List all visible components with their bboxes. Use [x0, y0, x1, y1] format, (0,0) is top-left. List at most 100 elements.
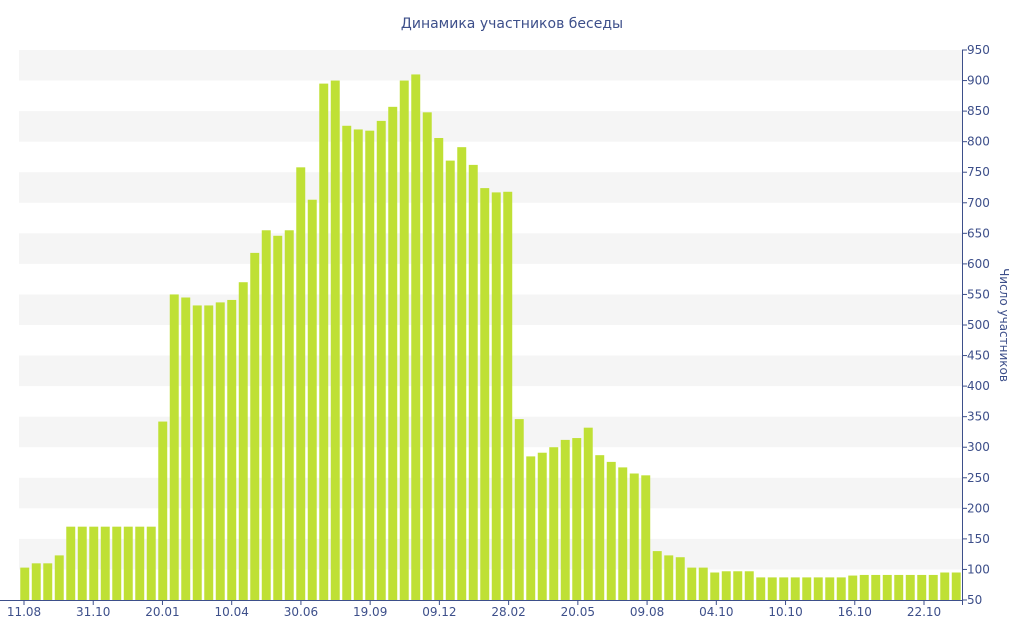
bar — [710, 572, 720, 600]
bar — [365, 130, 375, 601]
bar — [779, 577, 789, 600]
bar — [928, 574, 938, 600]
bar — [434, 138, 444, 600]
x-tick-label: 28.02 — [491, 605, 525, 619]
bar — [641, 475, 651, 600]
y-tick-label: 250 — [967, 471, 990, 485]
x-tick-label: 19.09 — [353, 605, 387, 619]
bar — [802, 577, 812, 600]
y-tick-label: 950 — [967, 43, 990, 57]
bar — [825, 577, 835, 600]
bar — [296, 167, 306, 600]
bar — [664, 555, 674, 600]
bar — [503, 191, 513, 600]
bar — [790, 577, 800, 600]
x-tick-label: 16.10 — [838, 605, 872, 619]
bar — [848, 575, 858, 600]
y-tick-label: 100 — [967, 562, 990, 576]
y-tick-label: 900 — [967, 74, 990, 88]
bar — [583, 427, 593, 600]
bar — [20, 567, 30, 600]
bars — [20, 74, 961, 601]
grid-band — [19, 172, 962, 203]
bar — [66, 526, 76, 600]
bar — [882, 574, 892, 600]
x-tick-label: 09.08 — [630, 605, 664, 619]
bar — [514, 419, 524, 600]
y-tick-label: 650 — [967, 226, 990, 240]
grid-band — [19, 111, 962, 142]
bar — [307, 199, 317, 600]
bar — [905, 574, 915, 600]
bar — [192, 305, 202, 600]
bar — [215, 302, 225, 600]
bar — [756, 577, 766, 600]
x-tick-label: 10.10 — [768, 605, 802, 619]
bar — [572, 438, 582, 600]
bar — [721, 571, 731, 600]
bar — [204, 305, 214, 600]
y-tick-label: 150 — [967, 532, 990, 546]
bar — [284, 230, 294, 600]
y-tick-label: 300 — [967, 440, 990, 454]
bar — [376, 120, 386, 600]
bar — [675, 557, 685, 600]
bar — [261, 230, 271, 600]
bar — [652, 551, 662, 600]
bar — [560, 439, 570, 600]
bar — [146, 526, 156, 600]
bar — [537, 452, 547, 600]
bar — [31, 563, 41, 600]
y-tick-label: 750 — [967, 165, 990, 179]
x-tick-label: 10.04 — [215, 605, 249, 619]
bar — [468, 164, 478, 600]
bar — [618, 467, 628, 600]
bar — [422, 112, 432, 600]
y-tick-label: 700 — [967, 196, 990, 210]
bar — [457, 147, 467, 601]
y-tick-label: 350 — [967, 410, 990, 424]
x-tick-label: 31.10 — [76, 605, 110, 619]
bar — [940, 572, 950, 600]
x-tick-label: 04.10 — [699, 605, 733, 619]
y-tick-label: 850 — [967, 104, 990, 118]
bar — [169, 294, 179, 600]
bar — [319, 83, 329, 601]
y-tick-label: 400 — [967, 379, 990, 393]
bar — [54, 555, 64, 600]
y-tick-label: 600 — [967, 257, 990, 271]
y-tick-label: 800 — [967, 135, 990, 149]
bar — [112, 526, 122, 600]
bar — [859, 574, 869, 600]
bar — [388, 106, 398, 600]
bar — [399, 80, 409, 600]
y-tick-label: 550 — [967, 287, 990, 301]
x-tick-label: 11.08 — [7, 605, 41, 619]
bar — [917, 574, 927, 600]
bar — [744, 571, 754, 600]
grid-band — [19, 294, 962, 325]
grid-band — [19, 50, 962, 81]
bar — [951, 572, 961, 600]
bar — [629, 473, 639, 600]
bar — [894, 574, 904, 600]
grid-band — [19, 355, 962, 387]
y-axis-ticks: 50 100 150 200 250 300 350 400 450 500 550 600 650 70… — [962, 43, 990, 607]
bar — [480, 188, 490, 601]
bar — [89, 526, 99, 600]
bar — [330, 80, 340, 600]
axes — [0, 50, 963, 605]
y-tick-label: 50 — [967, 593, 982, 607]
bar — [411, 74, 421, 600]
bar — [767, 577, 777, 600]
bar — [227, 299, 237, 600]
y-tick-label: 500 — [967, 318, 990, 332]
bar — [342, 125, 352, 600]
bar — [526, 456, 536, 600]
bar — [813, 577, 823, 600]
bar — [43, 563, 53, 600]
bar — [687, 567, 697, 600]
bar — [123, 526, 133, 600]
x-tick-label: 20.05 — [561, 605, 595, 619]
